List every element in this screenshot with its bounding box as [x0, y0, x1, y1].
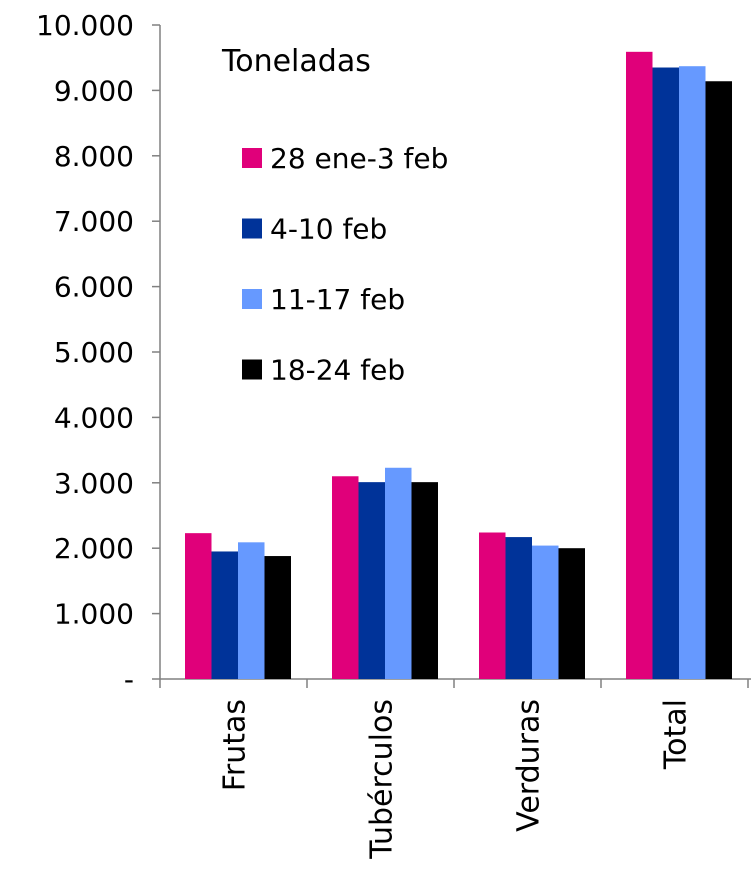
y-tick-label: 5.000 [54, 336, 134, 369]
bar-tubérculos-2 [358, 482, 385, 679]
bar-frutas-4 [264, 556, 291, 679]
bar-verduras-4 [558, 548, 585, 679]
bar-tubérculos-3 [385, 467, 412, 679]
x-category-label: Verduras [512, 699, 547, 832]
x-category-label: Tubérculos [365, 699, 400, 860]
legend-swatch [242, 148, 262, 168]
bar-total-4 [705, 81, 732, 679]
legend-label: 11-17 feb [270, 283, 405, 316]
y-tick-label: 9.000 [54, 74, 134, 107]
bar-total-1 [626, 51, 653, 679]
bar-frutas-2 [211, 551, 238, 679]
bar-verduras-1 [479, 532, 506, 679]
y-tick-label: 8.000 [54, 140, 134, 173]
bar-verduras-2 [505, 537, 532, 679]
y-tick-label: 10.000 [36, 9, 134, 42]
x-category-label: Frutas [218, 699, 253, 791]
unit-label: Toneladas [221, 44, 371, 79]
y-tick-label: 3.000 [54, 467, 134, 500]
y-tick-label: 4.000 [54, 401, 134, 434]
legend-swatch [242, 289, 262, 309]
legend-label: 28 ene-3 feb [270, 142, 448, 175]
bar-frutas-3 [238, 542, 265, 679]
bar-tubérculos-1 [332, 476, 359, 679]
y-tick-label: 2.000 [54, 532, 134, 565]
legend-label: 18-24 feb [270, 354, 405, 387]
legend-swatch [242, 218, 262, 239]
legend-label: 4-10 feb [270, 213, 387, 246]
plot-area: - 1.000 2.000 3.000 4.000 5.000 6.000 7.000 8.00… [36, 9, 751, 860]
bar-frutas-1 [185, 533, 212, 679]
y-tick-label: 6.000 [54, 271, 134, 304]
legend-swatch [242, 359, 262, 380]
bar-tubérculos-4 [411, 482, 438, 679]
y-tick-label: - [124, 663, 134, 696]
x-category-label: Total [659, 699, 694, 770]
bar-total-2 [652, 67, 679, 679]
y-tick-label: 1.000 [54, 598, 134, 631]
bar-total-3 [679, 66, 706, 679]
bar-verduras-3 [532, 545, 559, 679]
y-tick-label: 7.000 [54, 205, 134, 238]
